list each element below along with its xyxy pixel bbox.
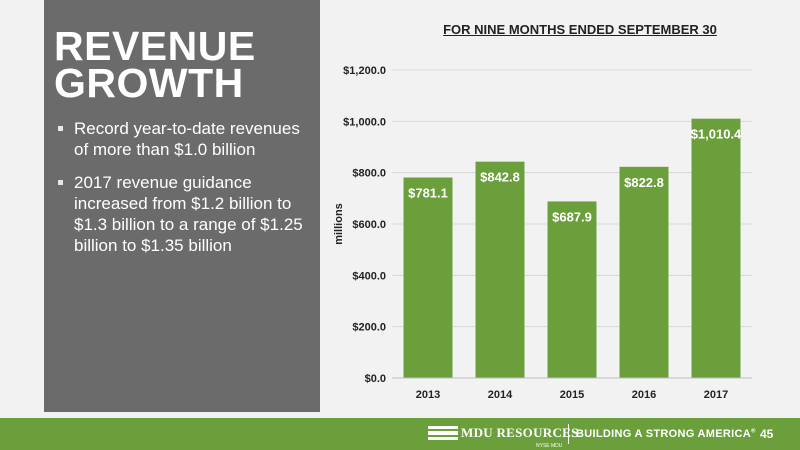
y-tick-label: $1,000.0 (343, 116, 386, 128)
data-label: $687.9 (552, 209, 592, 224)
y-tick-label: $0.0 (365, 373, 386, 385)
slide-title-line1: REVENUE (54, 23, 256, 69)
bullet-item: 2017 revenue guidance increased from $1.… (58, 172, 316, 256)
bar (691, 118, 741, 378)
mdu-logo-text: MDU RESOURCES (461, 425, 579, 440)
slide-title-line2: GROWTH (54, 60, 244, 106)
logo-subtext: NYSE MDU (536, 443, 563, 449)
x-tick-label: 2015 (560, 389, 584, 401)
page-number: 45 (760, 427, 774, 441)
bar (619, 166, 669, 378)
footer-bar: MDU RESOURCES NYSE MDU BUILDING A STRONG… (0, 418, 800, 450)
data-label: $822.8 (624, 175, 664, 190)
bar (547, 201, 597, 378)
y-tick-label: $800.0 (352, 168, 386, 180)
x-tick-label: 2014 (488, 389, 513, 401)
y-tick-label: $600.0 (352, 219, 386, 231)
footer-tagline: BUILDING A STRONG AMERICA® (576, 428, 756, 440)
slide-title: REVENUE GROWTH (54, 23, 256, 106)
bullet-item: Record year-to-date revenues of more tha… (58, 118, 316, 160)
registered-mark: ® (750, 428, 756, 435)
x-tick-label: 2017 (704, 389, 728, 401)
y-axis-label: millions (333, 203, 345, 245)
bar (475, 161, 525, 378)
y-tick-label: $400.0 (352, 270, 386, 282)
mdu-logo-mark-icon (428, 426, 458, 440)
y-tick-label: $200.0 (352, 322, 386, 334)
mdu-logo: MDU RESOURCES (428, 425, 579, 441)
x-tick-label: 2016 (632, 389, 656, 401)
footer-divider (568, 424, 569, 444)
y-tick-label: $1,200.0 (343, 65, 386, 77)
bar (403, 177, 453, 378)
footer-tagline-text: BUILDING A STRONG AMERICA (576, 428, 751, 440)
data-label: $781.1 (408, 186, 448, 201)
left-panel: REVENUE GROWTH Record year-to-date reven… (44, 0, 320, 412)
data-label: $1,010.4 (691, 127, 742, 142)
chart-title: FOR NINE MONTHS ENDED SEPTEMBER 30 (443, 22, 717, 37)
revenue-bar-chart: $0.0 $200.0 $400.0 $600.0 $800.0 $1,000.0 $1,2… (333, 65, 752, 401)
bullet-list: Record year-to-date revenues of more tha… (58, 118, 316, 268)
data-label: $842.8 (480, 170, 520, 185)
x-tick-label: 2013 (416, 389, 440, 401)
